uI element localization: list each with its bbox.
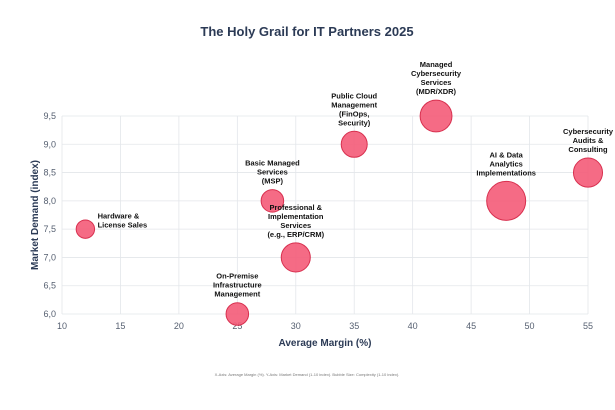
bubble-label-line: Cybersecurity	[411, 69, 462, 78]
x-tick-label: 20	[174, 321, 184, 331]
bubble-label-line: Consulting	[568, 145, 608, 154]
chart-footnote: X-Axis: Average Margin (%). Y-Axis: Mark…	[215, 372, 400, 377]
bubble-label-line: Infrastructure	[213, 281, 262, 290]
bubble-label-line: Basic Managed	[245, 159, 300, 168]
bubble-label-line: Services	[421, 78, 452, 87]
bubble-label-line: Hardware &	[98, 212, 140, 221]
y-tick-label: 9,5	[43, 111, 56, 121]
bubble-label: Basic Managed Services (MSP)	[245, 159, 300, 186]
bubble-label: AI & Data Analytics Implementations	[476, 150, 536, 177]
bubble-label-line: Management	[331, 100, 377, 109]
bubble-label-line: Cybersecurity	[563, 127, 614, 136]
bubble-label-line: License Sales	[98, 221, 148, 230]
x-axis-title: Average Margin (%)	[279, 338, 372, 349]
bubble	[280, 242, 311, 273]
bubble	[75, 219, 96, 239]
bubble-label-line: Services	[280, 221, 311, 230]
x-tick-label: 45	[466, 321, 476, 331]
bubble-labels: Hardware & License Sales On-Premise Infrast…	[98, 60, 614, 299]
bubble-label-line: Management	[214, 290, 260, 299]
bubble-label: Managed Cybersecurity Services (MDR/XDR)	[411, 60, 462, 96]
bubble	[419, 99, 453, 133]
y-tick-label: 6,5	[43, 281, 56, 291]
bubble-label: Professional & Implementation Services (e.g…	[267, 203, 324, 239]
x-tick-label: 55	[583, 321, 593, 331]
x-tick-label: 15	[115, 321, 125, 331]
y-tick-label: 8,5	[43, 168, 56, 178]
bubble-label-line: (e.g., ERP/CRM)	[267, 230, 324, 239]
bubble	[486, 180, 527, 221]
x-tick-label: 30	[291, 321, 301, 331]
x-tick-label: 40	[408, 321, 418, 331]
bubble	[260, 189, 285, 213]
bubble-label-line: Public Cloud	[331, 91, 377, 100]
bubble-label-line: Implementations	[476, 168, 536, 177]
y-tick-label: 6,0	[43, 309, 56, 319]
bubble-label-line: (FinOps,	[339, 109, 369, 118]
y-tick-label: 7,0	[43, 252, 56, 262]
x-tick-label: 50	[525, 321, 535, 331]
bubble-label-line: On-Premise	[216, 272, 258, 281]
bubble-label-line: (MSP)	[262, 177, 284, 186]
bubble-label-line: Analytics	[489, 159, 522, 168]
bubble	[572, 157, 604, 188]
bubble-label: Public Cloud Management (FinOps, Security)	[331, 91, 377, 127]
bubble	[340, 130, 368, 158]
y-tick-label: 8,0	[43, 196, 56, 206]
bubble-label: On-Premise Infrastructure Management	[213, 272, 262, 299]
bubbles	[75, 99, 604, 326]
x-tick-label: 25	[232, 321, 242, 331]
bubble-label-line: Professional &	[270, 203, 323, 212]
y-tick-label: 9,0	[43, 139, 56, 149]
bubble-label: Hardware & License Sales	[98, 212, 148, 230]
x-tick-label: 35	[349, 321, 359, 331]
bubble-label-line: Services	[257, 168, 288, 177]
x-tick-label: 10	[57, 321, 67, 331]
y-axis-title: Market Demand (index)	[30, 160, 41, 270]
chart-title: The Holy Grail for IT Partners 2025	[200, 24, 413, 39]
bubble	[225, 302, 250, 326]
bubble-label: Cybersecurity Audits & Consulting	[563, 127, 614, 154]
bubble-label-line: Managed	[420, 60, 453, 69]
bubble-label-line: Audits &	[573, 136, 604, 145]
bubble-label-line: Implementation	[268, 212, 324, 221]
bubble-label-line: (MDR/XDR)	[416, 87, 456, 96]
axis-ticks: 10 15 20 25 30 35 40 45 50 55 6,0 6,5 7,0 7,5 8,0 8,5 9,…	[43, 111, 593, 331]
y-tick-label: 7,5	[43, 224, 56, 234]
bubble-label-line: AI & Data	[490, 150, 524, 159]
bubble-label-line: Security)	[338, 118, 371, 127]
